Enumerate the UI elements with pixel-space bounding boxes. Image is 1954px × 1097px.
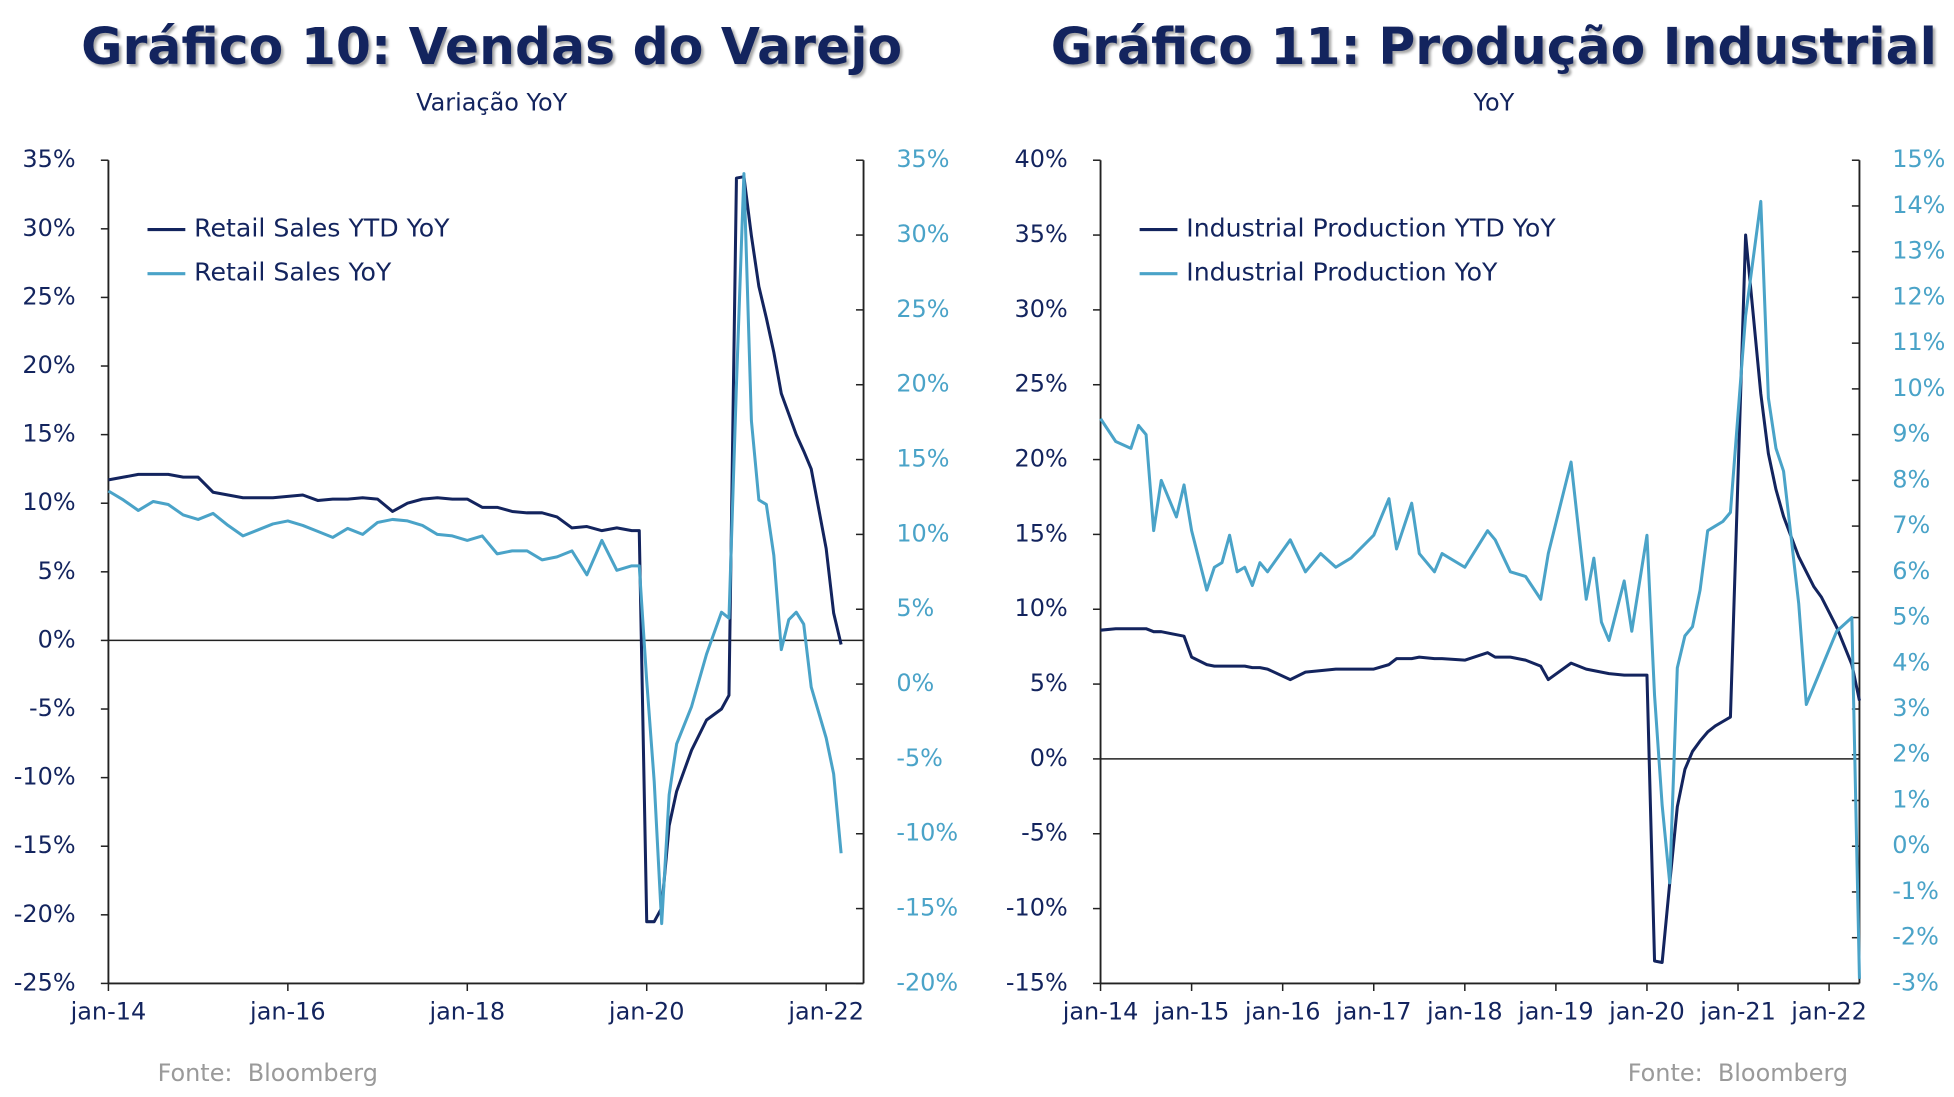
y2-tick-label: 5% (1892, 603, 1930, 631)
y-tick-label: -20% (14, 900, 76, 928)
x-tick-label: jan-17 (1335, 997, 1412, 1025)
x-tick-label: jan-16 (249, 997, 326, 1025)
x-tick-label: jan-15 (1153, 997, 1230, 1025)
y2-tick-label: 7% (1892, 511, 1930, 539)
y-tick-label: 15% (1015, 519, 1068, 547)
series-line (108, 175, 843, 924)
y-tick-label: 0% (38, 625, 76, 653)
y2-tick-label: 4% (1892, 648, 1930, 676)
y2-tick-label: 3% (1892, 694, 1930, 722)
y-tick-label: 20% (22, 351, 75, 379)
y2-tick-label: 25% (896, 295, 949, 323)
y-tick-label: -10% (14, 763, 76, 791)
chart-title: Gráfico 10: Vendas do Varejo (81, 17, 902, 76)
y2-tick-label: 5% (896, 594, 934, 622)
x-tick-label: jan-21 (1699, 997, 1776, 1025)
y2-tick-label: -10% (896, 819, 958, 847)
y-tick-label: 20% (1015, 445, 1068, 473)
y2-tick-label: 12% (1892, 282, 1945, 310)
y2-tick-label: 8% (1892, 465, 1930, 493)
y2-tick-label: -5% (896, 744, 943, 772)
legend-label: Retail Sales YoY (194, 258, 392, 287)
y2-tick-label: -20% (896, 968, 958, 996)
y2-tick-label: 35% (896, 145, 949, 173)
y-tick-label: 25% (22, 282, 75, 310)
y-tick-label: 10% (1015, 594, 1068, 622)
chart-subtitle: Variação YoY (416, 88, 568, 116)
y-tick-label: 25% (1015, 370, 1068, 398)
y-tick-label: 0% (1030, 744, 1068, 772)
series-line (1100, 233, 1861, 964)
series-line (1099, 199, 1861, 979)
y2-tick-label: 0% (1892, 831, 1930, 859)
y2-tick-label: 9% (1892, 420, 1930, 448)
y-tick-label: 10% (22, 488, 75, 516)
y-tick-label: 35% (1015, 220, 1068, 248)
y-tick-label: 30% (22, 214, 75, 242)
legend-label: Industrial Production YTD YoY (1186, 214, 1556, 243)
y2-tick-label: 10% (1892, 374, 1945, 402)
y-tick-label: -10% (1006, 894, 1068, 922)
chart-title: Gráfico 11: Produção Industrial (1051, 17, 1937, 76)
legend-label: Industrial Production YoY (1186, 258, 1498, 287)
y2-tick-label: -3% (1892, 968, 1939, 996)
y2-tick-label: 30% (896, 220, 949, 248)
source-note: Fonte: Bloomberg (1628, 1059, 1848, 1087)
series-line (107, 172, 843, 926)
y-tick-label: -15% (1006, 968, 1068, 996)
y2-tick-label: 6% (1892, 557, 1930, 585)
y-tick-label: 5% (38, 557, 76, 585)
y2-tick-label: 2% (1892, 740, 1930, 768)
x-tick-label: jan-14 (1062, 997, 1139, 1025)
x-tick-label: jan-20 (608, 997, 685, 1025)
x-tick-label: jan-20 (1608, 997, 1685, 1025)
y-tick-label: -5% (1021, 819, 1068, 847)
x-tick-label: jan-19 (1517, 997, 1594, 1025)
chart-subtitle: YoY (1473, 88, 1515, 116)
source-note: Fonte: Bloomberg (158, 1059, 378, 1087)
x-tick-label: jan-16 (1244, 997, 1321, 1025)
y-tick-label: -5% (29, 694, 76, 722)
x-tick-label: jan-14 (70, 997, 147, 1025)
y2-tick-label: 1% (1892, 785, 1930, 813)
y-tick-label: 40% (1015, 145, 1068, 173)
y2-tick-label: 10% (896, 519, 949, 547)
y2-tick-label: -2% (1892, 923, 1939, 951)
y2-tick-label: -1% (1892, 877, 1939, 905)
y-tick-label: -15% (14, 831, 76, 859)
y2-tick-label: 0% (896, 669, 934, 697)
y2-tick-label: 11% (1892, 328, 1945, 356)
y2-tick-label: 20% (896, 370, 949, 398)
y2-tick-label: 13% (1892, 237, 1945, 265)
legend-label: Retail Sales YTD YoY (194, 214, 450, 243)
y-tick-label: 35% (22, 145, 75, 173)
y-tick-label: 30% (1015, 295, 1068, 323)
y2-tick-label: 14% (1892, 191, 1945, 219)
x-tick-label: jan-22 (787, 997, 864, 1025)
y2-tick-label: 15% (1892, 145, 1945, 173)
x-tick-label: jan-22 (1790, 997, 1867, 1025)
x-tick-label: jan-18 (1426, 997, 1503, 1025)
y-tick-label: 5% (1030, 669, 1068, 697)
y-tick-label: -25% (14, 968, 76, 996)
x-tick-label: jan-18 (428, 997, 505, 1025)
y2-tick-label: -15% (896, 894, 958, 922)
y-tick-label: 15% (22, 420, 75, 448)
y2-tick-label: 15% (896, 445, 949, 473)
